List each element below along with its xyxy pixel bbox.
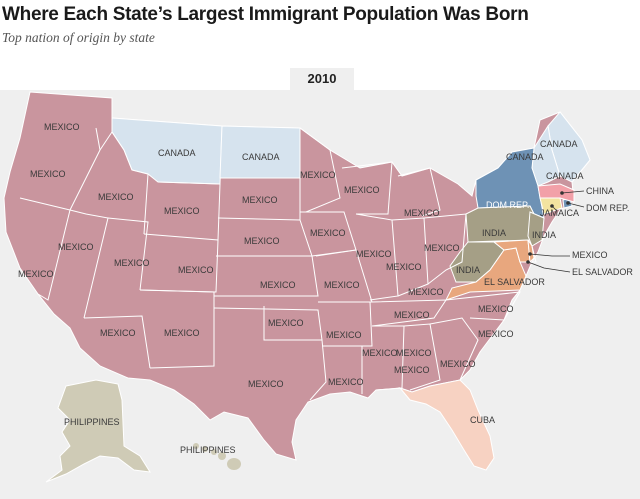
label-mexico-nebraska: MEXICO <box>244 236 280 246</box>
label-canada-new-hampshire: CANADA <box>546 171 584 181</box>
label-mexico-california: MEXICO <box>18 269 54 279</box>
label-canada-vermont: CANADA <box>506 152 544 162</box>
label-mexico-iowa: MEXICO <box>310 228 346 238</box>
label-canada-north-dakota: CANADA <box>242 152 280 162</box>
label-mexico-colorado: MEXICO <box>178 265 214 275</box>
label-mexico-alabama-2: MEXICO <box>394 365 430 375</box>
label-mexico-idaho: MEXICO <box>98 192 134 202</box>
label-canada-maine: CANADA <box>540 139 578 149</box>
hawaii-shape <box>193 443 241 470</box>
label-india-pennsylvania: INDIA <box>482 228 506 238</box>
label-mexico-south-dakota: MEXICO <box>242 195 278 205</box>
label-mexico-oregon: MEXICO <box>30 169 66 179</box>
alaska-shape <box>45 379 151 483</box>
label-philippines-alaska: PHILIPPINES <box>64 417 120 427</box>
label-jamaica: JAMAICA <box>540 208 579 218</box>
label-india-new-jersey: INDIA <box>532 230 556 240</box>
label-cuba-florida: CUBA <box>470 415 495 425</box>
label-mexico-kansas: MEXICO <box>260 280 296 290</box>
label-mexico-new-mexico: MEXICO <box>164 328 200 338</box>
label-mexico-wisconsin: MEXICO <box>344 185 380 195</box>
label-mexico-missouri: MEXICO <box>324 280 360 290</box>
label-mexico-texas: MEXICO <box>248 379 284 389</box>
leader-lines <box>526 190 585 273</box>
state-labels: MEXICO CANADA CANADA MEXICO MEXICO MEXIC… <box>18 122 633 455</box>
label-mexico-north-carolina: MEXICO <box>478 304 514 314</box>
label-mexico-louisiana: MEXICO <box>328 377 364 387</box>
label-mexico-minnesota: MEXICO <box>300 170 336 180</box>
label-mexico-wyoming: MEXICO <box>164 206 200 216</box>
label-mexico-arkansas: MEXICO <box>326 330 362 340</box>
label-mexico-georgia: MEXICO <box>440 359 476 369</box>
label-china: CHINA <box>586 186 614 196</box>
florida-shape <box>398 379 495 471</box>
page-title: Where Each State’s Largest Immigrant Pop… <box>2 4 529 25</box>
label-mexico-washington: MEXICO <box>44 122 80 132</box>
label-india-west-virginia: INDIA <box>456 265 480 275</box>
label-canada-montana: CANADA <box>158 148 196 158</box>
label-mexico-utah: MEXICO <box>114 258 150 268</box>
label-mexico-alabama: MEXICO <box>396 348 432 358</box>
year-label: 2010 <box>290 68 354 90</box>
label-mexico-kentucky: MEXICO <box>408 287 444 297</box>
label-philippines-hawaii: PHILIPPINES <box>180 445 236 455</box>
label-mexico-oklahoma: MEXICO <box>268 318 304 328</box>
label-dom-rep-rhode-island: DOM REP. <box>586 203 629 213</box>
state-borders <box>19 127 537 401</box>
label-el-salvador-maryland: EL SALVADOR <box>572 267 633 277</box>
label-mexico-indiana: MEXICO <box>386 262 422 272</box>
page-subtitle: Top nation of origin by state <box>2 30 155 45</box>
label-mexico-tennessee: MEXICO <box>394 310 430 320</box>
label-mexico-delaware: MEXICO <box>572 250 608 260</box>
label-mexico-mississippi: MEXICO <box>362 348 398 358</box>
label-mexico-arizona: MEXICO <box>100 328 136 338</box>
label-dom-rep-new-york: DOM REP. <box>486 200 529 210</box>
label-mexico-ohio: MEXICO <box>424 243 460 253</box>
label-mexico-nevada: MEXICO <box>58 242 94 252</box>
label-el-salvador-virginia: EL SALVADOR <box>484 277 545 287</box>
new-jersey-shape <box>527 211 545 247</box>
label-mexico-illinois: MEXICO <box>356 249 392 259</box>
label-mexico-michigan: MEXICO <box>404 208 440 218</box>
label-mexico-south-carolina: MEXICO <box>478 329 514 339</box>
